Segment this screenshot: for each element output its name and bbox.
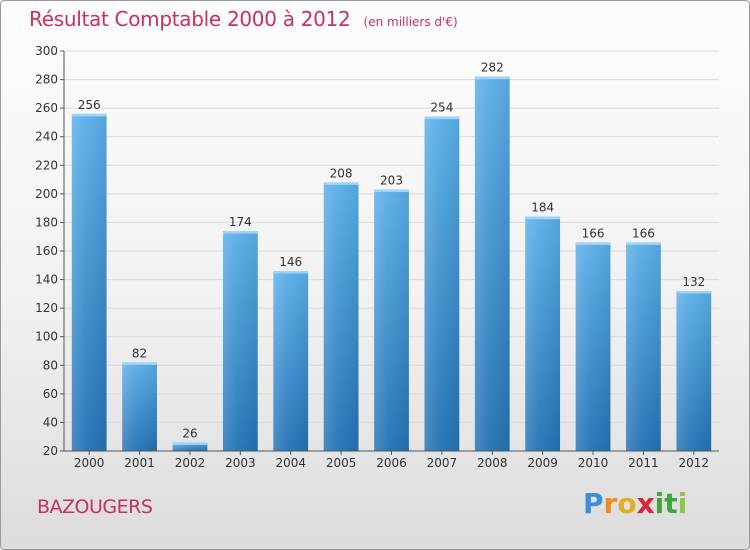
y-tick-label: 80 [43,358,58,372]
logo-letter: r [603,487,618,520]
y-tick-label: 60 [43,387,58,401]
data-label: 174 [229,215,252,229]
logo-letter: x [636,487,655,520]
data-label: 208 [330,166,353,180]
bar-highlight [626,242,661,245]
y-tick-label: 140 [35,273,58,287]
x-tick-label: 2000 [74,456,105,470]
bar-highlight [575,242,611,245]
bar-shine [525,216,561,451]
y-tick-label: 280 [35,73,58,87]
x-tick-label: 2001 [124,456,155,470]
data-label: 82 [132,346,147,360]
bar-highlight [424,116,460,120]
y-tick-label: 20 [43,444,58,458]
bar-highlight [323,182,359,185]
bar-shine [676,291,712,451]
bar-layer: 256 82 26 174 146 208 203 254 282 184 166 166 132 [71,61,712,452]
y-tick-label: 180 [35,215,58,229]
bar-shine [71,113,107,451]
bar-highlight [122,362,157,365]
title-row: Résultat Comptable 2000 à 2012 (en milli… [29,7,458,31]
bar-highlight [222,231,258,234]
bar-highlight [374,189,409,193]
logo-letter: o [617,487,637,520]
bar-shine [273,271,309,451]
bar-highlight [525,216,561,220]
data-label: 166 [582,226,605,240]
bar-highlight [273,271,309,274]
x-tick-label: 2006 [376,456,407,470]
x-tick-label: 2008 [477,456,508,470]
y-tick-label: 260 [35,101,58,115]
bar-shine [122,362,157,451]
bar-shine [626,242,661,451]
data-label: 146 [279,255,302,269]
data-label: 282 [481,61,504,75]
x-tick-label: 2002 [175,456,206,470]
data-label: 166 [632,226,655,240]
x-tick-label: 2011 [628,456,659,470]
data-label: 203 [380,174,403,188]
data-label: 254 [430,101,453,115]
y-tick-label: 240 [35,130,58,144]
logo-letter: i [677,487,688,520]
y-tick-label: 40 [43,415,58,429]
bar-shine [474,76,510,451]
bar-highlight [172,442,208,445]
axis-layer: 20 40 60 80 100 120 140 160 180 200 220 240 260 280 30… [35,44,719,470]
y-tick-label: 220 [35,158,58,172]
x-tick-label: 2009 [527,456,558,470]
logo-letter: P [583,487,604,520]
data-label: 256 [78,98,101,112]
bar-shine [424,116,460,451]
y-tick-label: 120 [35,301,58,315]
x-tick-label: 2003 [225,456,256,470]
x-tick-label: 2012 [679,456,710,470]
data-label: 184 [531,201,554,215]
y-tick-label: 160 [35,244,58,258]
x-tick-label: 2005 [326,456,357,470]
chart-unit: (en milliers d'€) [363,15,458,29]
y-tick-label: 300 [35,44,58,58]
bar-shine [374,189,409,452]
commune-name: BAZOUGERS [37,496,153,518]
x-tick-label: 2007 [427,456,458,470]
y-tick-label: 200 [35,187,58,201]
bar-shine [323,182,359,451]
bar-highlight [474,76,510,80]
y-tick-label: 100 [35,330,58,344]
data-label: 132 [682,275,705,289]
x-tick-label: 2004 [275,456,306,470]
chart-title: Résultat Comptable 2000 à 2012 [29,7,351,31]
bar-shine [575,242,611,451]
data-label: 26 [182,426,197,440]
logo-letter: t [664,487,678,520]
bar-highlight [676,291,712,294]
bar-highlight [71,113,107,117]
bar-shine [222,231,258,451]
logo-letter: i [654,487,665,520]
bar-shine [172,442,208,451]
proxiti-logo: Proxiti [583,487,687,520]
x-tick-label: 2010 [578,456,609,470]
